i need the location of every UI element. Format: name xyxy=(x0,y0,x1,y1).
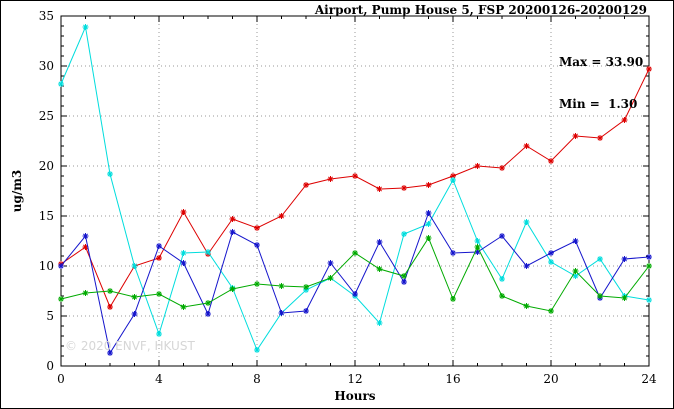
max-label: Max = 33.90 xyxy=(559,55,644,69)
y-tick-label: 25 xyxy=(39,109,54,123)
plot-border xyxy=(60,15,650,367)
x-tick-label: 20 xyxy=(543,372,558,386)
series-markers-green xyxy=(58,235,652,314)
x-tick-label: 24 xyxy=(641,372,657,386)
y-axis-label: ug/m3 xyxy=(10,169,24,213)
min-label: Min = 1.30 xyxy=(559,97,638,111)
y-tick-label: 20 xyxy=(39,159,54,173)
y-tick-label: 15 xyxy=(39,209,54,223)
max-min-annotation: Max = 33.90 Min = 1.30 xyxy=(559,27,643,139)
series-markers-blue xyxy=(58,210,652,356)
x-tick-label: 16 xyxy=(445,372,460,386)
y-tick-label: 0 xyxy=(46,359,54,373)
y-tick-label: 10 xyxy=(39,259,54,273)
y-tick-label: 5 xyxy=(46,309,54,323)
x-tick-label: 4 xyxy=(155,372,163,386)
watermark: © 2020 ENVF, HKUST xyxy=(65,339,195,353)
y-tick-label: 30 xyxy=(39,59,54,73)
y-tick-label: 35 xyxy=(39,9,54,23)
x-axis-label: Hours xyxy=(334,389,376,403)
chart-title: Airport, Pump House 5, FSP 20200126-2020… xyxy=(314,3,647,17)
x-tick-label: 12 xyxy=(347,372,362,386)
x-tick-label: 8 xyxy=(253,372,261,386)
x-tick-label: 0 xyxy=(57,372,65,386)
